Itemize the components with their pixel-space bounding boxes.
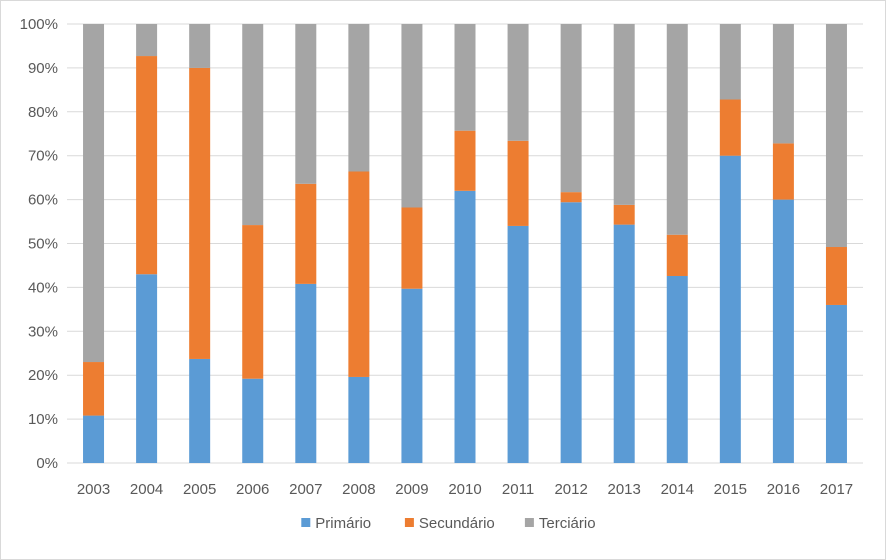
y-tick-label: 50% (28, 236, 58, 253)
y-tick-label: 10% (28, 411, 58, 428)
y-tick-label: 90% (28, 60, 58, 77)
bar-segment (242, 225, 264, 379)
y-tick-label: 30% (28, 323, 58, 340)
bar-segment (348, 171, 370, 377)
bar-segment (666, 24, 688, 235)
bar-segment (348, 376, 370, 463)
legend-label: Terciário (539, 515, 596, 532)
x-tick-label: 2015 (714, 481, 747, 498)
legend-swatch (404, 518, 414, 527)
x-tick-label: 2011 (502, 481, 534, 498)
bar-segment (719, 24, 741, 100)
bar-segment (136, 24, 158, 57)
y-tick-label: 70% (28, 148, 58, 165)
bar-segment (507, 24, 529, 141)
y-tick-label: 80% (28, 104, 58, 121)
x-tick-label: 2003 (77, 481, 110, 498)
bar-segment (825, 247, 847, 305)
x-tick-label: 2010 (448, 481, 481, 498)
bar-segment (507, 140, 529, 226)
x-tick-label: 2004 (130, 481, 163, 498)
bar-segment (825, 304, 847, 463)
x-tick-label: 2012 (554, 481, 587, 498)
y-tick-label: 60% (28, 192, 58, 209)
bar-segment (454, 130, 476, 191)
bar-segment (348, 24, 370, 172)
bar-segment (401, 207, 423, 289)
bar-segment (83, 24, 105, 363)
y-tick-label: 20% (28, 367, 58, 384)
x-tick-label: 2008 (342, 481, 375, 498)
legend-label: Secundário (419, 515, 495, 532)
bar-segment (772, 199, 794, 463)
bar-segment (772, 143, 794, 200)
bar-segment (242, 24, 264, 226)
bar-segment (136, 56, 158, 275)
bar-segment (772, 24, 794, 144)
bar-segment (454, 190, 476, 463)
bar-segment (507, 225, 529, 463)
bar-segment (613, 204, 635, 225)
x-tick-label: 2013 (608, 481, 641, 498)
bar-segment (560, 24, 582, 193)
y-tick-label: 100% (20, 16, 58, 33)
bar-segment (189, 67, 211, 359)
x-tick-label: 2017 (820, 481, 853, 498)
bar-segment (295, 24, 317, 184)
bar-segment (825, 24, 847, 248)
bar-segment (613, 24, 635, 205)
x-tick-label: 2006 (236, 481, 269, 498)
legend-swatch (301, 518, 311, 527)
bar-segment (401, 24, 423, 208)
x-tick-label: 2007 (289, 481, 322, 498)
bar-segment (719, 155, 741, 463)
bar-segment (454, 24, 476, 131)
bar-segment (666, 234, 688, 276)
legend-label: Primário (315, 515, 371, 532)
bar-segment (401, 288, 423, 463)
bar-segment (295, 183, 317, 284)
bar-segment (83, 415, 105, 463)
bar-segment (242, 378, 264, 463)
legend-swatch (524, 518, 534, 527)
x-tick-label: 2014 (661, 481, 694, 498)
bar-segment (613, 224, 635, 463)
x-tick-label: 2009 (395, 481, 428, 498)
bar-segment (560, 202, 582, 463)
bar-segment (295, 283, 317, 463)
x-tick-label: 2005 (183, 481, 216, 498)
bar-segment (189, 358, 211, 463)
bar-segment (136, 274, 158, 463)
x-tick-label: 2016 (767, 481, 800, 498)
bar-segment (83, 362, 105, 416)
bar-segment (666, 275, 688, 463)
y-tick-label: 0% (36, 455, 58, 472)
bar-segment (189, 24, 211, 68)
bar-segment (719, 99, 741, 156)
y-tick-label: 40% (28, 279, 58, 296)
bar-segment (560, 192, 582, 203)
